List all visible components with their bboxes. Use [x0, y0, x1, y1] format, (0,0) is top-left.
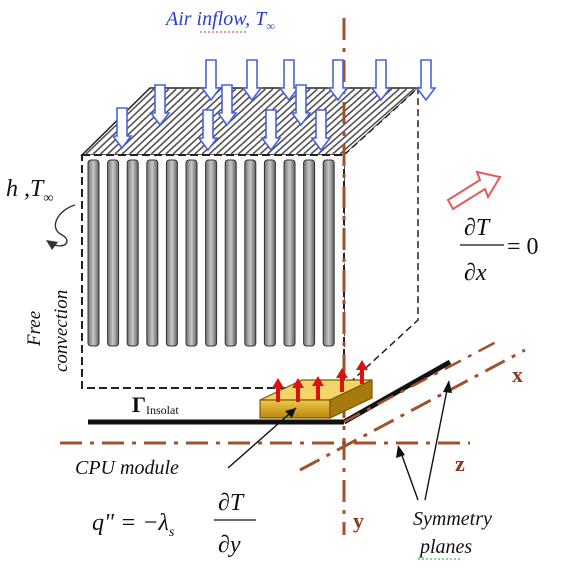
- heat-flux-arrows: [272, 360, 368, 402]
- heatsink-fin: [244, 159, 257, 347]
- air-arrow: [290, 84, 312, 127]
- top-fin-stripe: [187, 88, 259, 155]
- heatsink-front-face: [81, 154, 345, 389]
- cpu-leader-line: [227, 407, 297, 469]
- symmetry-leader-1: [399, 449, 419, 501]
- top-fin-stripe: [150, 88, 222, 155]
- air-arrow: [216, 84, 238, 127]
- heatsink-fin: [185, 159, 198, 347]
- heatsink-fin: [107, 159, 120, 347]
- symmetry-label: Symmetry: [413, 508, 492, 530]
- heatsink-fin: [322, 159, 335, 347]
- heat-flux-equation: q" = −λs: [92, 510, 175, 540]
- heat-arrow-head: [272, 378, 284, 388]
- heat-arrow-head: [292, 378, 304, 388]
- top-fin-stripe: [274, 88, 348, 155]
- air-arrow: [278, 59, 300, 102]
- symmetry-leader-2: [424, 384, 449, 501]
- top-fin-stripe: [128, 88, 200, 155]
- axis-z-label: z: [455, 451, 465, 476]
- free-label: Free: [24, 311, 45, 347]
- top-fin-stripe: [216, 88, 289, 155]
- heatsink-fin: [283, 159, 296, 347]
- dy-denominator: ∂y: [218, 532, 241, 558]
- top-fin-stripe: [317, 88, 393, 155]
- cpu-module-label: CPU module: [75, 457, 179, 479]
- air-arrow: [260, 109, 282, 152]
- heat-arrow-head: [312, 376, 324, 386]
- air-arrow: [149, 84, 171, 127]
- top-fin-stripe: [295, 88, 370, 155]
- top-fin-stripe: [339, 88, 415, 155]
- air-arrow: [200, 59, 222, 102]
- top-fin-stripe: [332, 88, 408, 155]
- heatsink-fin: [126, 159, 139, 347]
- base-plate-diagonal: [342, 359, 452, 425]
- axis-x-label: x: [512, 362, 523, 387]
- dT-numerator-lower: ∂T: [218, 490, 245, 516]
- heatsink-fin: [146, 159, 159, 347]
- gamma-insolat-label: ΓInsolat: [132, 392, 179, 417]
- air-inflow-arrows: [111, 59, 437, 152]
- air-arrow: [241, 59, 263, 102]
- heat-arrow-head: [356, 360, 368, 370]
- heatsink-fin: [165, 159, 178, 347]
- air-inflow-label: Air inflow, T∞: [164, 8, 275, 33]
- heatsink-fin: [303, 159, 316, 347]
- axis-y-label: y: [353, 508, 364, 533]
- heat-arrow-head: [336, 368, 348, 378]
- top-fin-stripe: [136, 88, 207, 155]
- heatsink-fin: [224, 159, 237, 347]
- heatsink-fin: [263, 159, 276, 347]
- top-fin-stripe: [324, 88, 400, 155]
- convection-arrow: [51, 204, 76, 247]
- top-fin-stripe: [143, 88, 214, 155]
- top-fin-stripe: [223, 88, 296, 155]
- x-symmetry-axis-lower: [299, 348, 526, 472]
- top-fin-stripe: [179, 88, 252, 155]
- convection-label: convection: [51, 290, 72, 372]
- air-arrow: [415, 59, 437, 102]
- top-fin-stripe: [158, 88, 229, 155]
- heatsink-fin: [87, 159, 100, 347]
- heatsink-fin: [205, 159, 218, 347]
- dx-denominator: ∂x: [464, 260, 487, 286]
- heatsink-top-face: [80, 87, 420, 156]
- air-arrow: [310, 109, 332, 152]
- air-arrow: [111, 107, 133, 150]
- air-arrow: [327, 59, 349, 102]
- h-tinf-label: h ,T∞: [6, 176, 53, 206]
- air-outflow-arrow: [446, 170, 502, 211]
- dT-numerator-right: ∂T: [464, 215, 491, 241]
- air-arrow: [370, 59, 392, 102]
- equals-zero: = 0: [507, 234, 539, 260]
- top-fin-stripe: [208, 88, 281, 155]
- air-arrow: [197, 109, 219, 152]
- x-symmetry-axis-upper: [343, 338, 501, 424]
- planes-label: planes: [418, 536, 472, 558]
